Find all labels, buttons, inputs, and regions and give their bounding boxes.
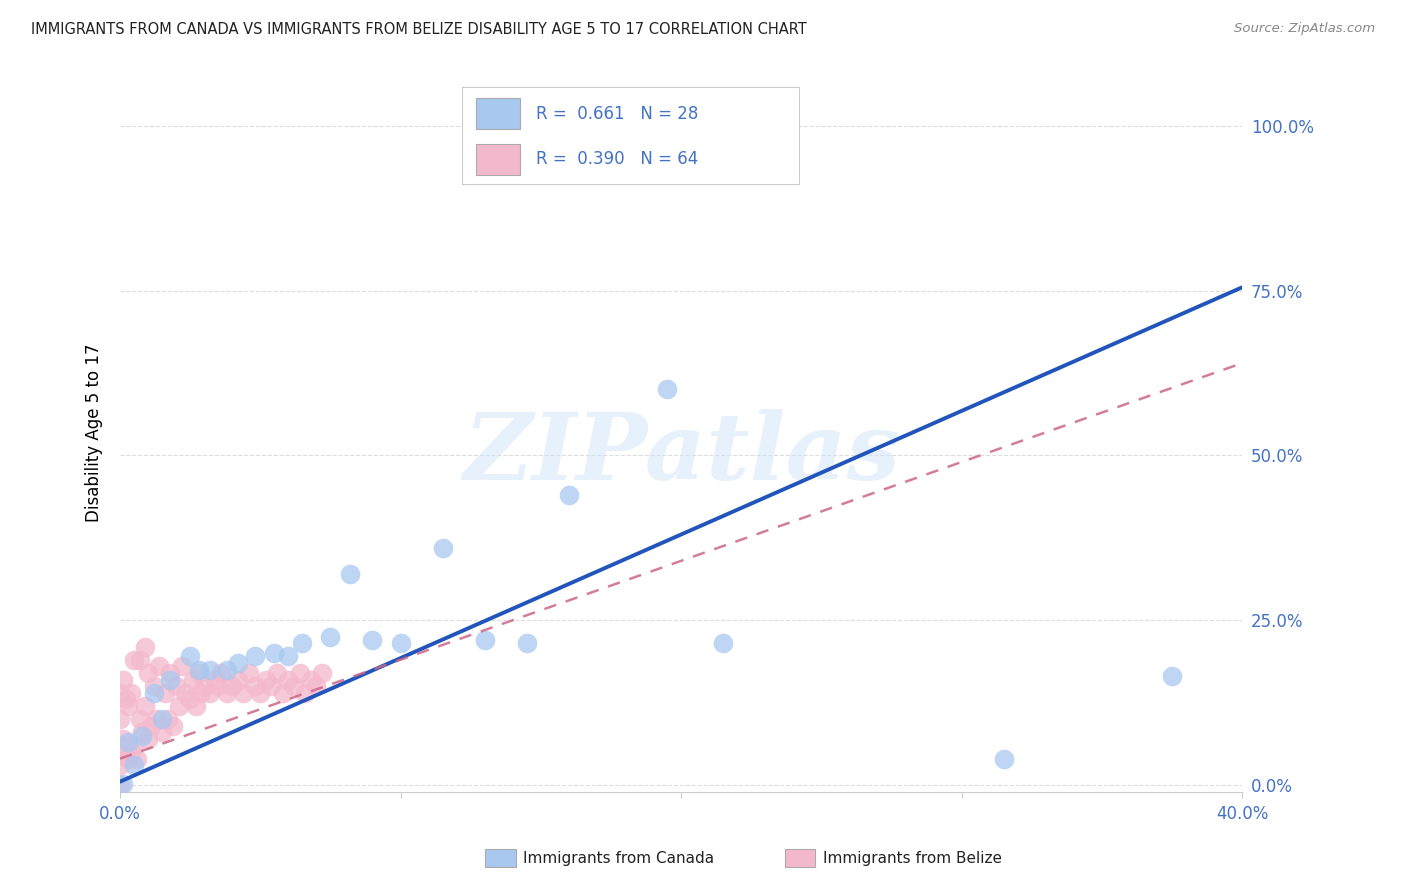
Point bbox=[277, 649, 299, 664]
Point bbox=[1161, 669, 1184, 683]
Point bbox=[207, 679, 229, 693]
Point bbox=[260, 679, 283, 693]
Point bbox=[139, 719, 162, 733]
Point bbox=[305, 679, 328, 693]
Point bbox=[117, 735, 139, 749]
Point bbox=[339, 567, 361, 582]
Point bbox=[187, 663, 209, 677]
Point bbox=[711, 636, 734, 650]
Point bbox=[263, 646, 285, 660]
Point bbox=[361, 632, 384, 647]
Point bbox=[215, 686, 238, 700]
Point bbox=[184, 698, 207, 713]
Point bbox=[125, 751, 148, 765]
Point bbox=[108, 712, 131, 726]
Point bbox=[277, 673, 299, 687]
Point bbox=[271, 686, 294, 700]
Point bbox=[249, 686, 271, 700]
Point bbox=[156, 712, 179, 726]
Point bbox=[136, 731, 159, 746]
Point bbox=[266, 665, 288, 680]
Point bbox=[134, 698, 156, 713]
Point bbox=[181, 673, 204, 687]
Point bbox=[167, 698, 190, 713]
Point bbox=[136, 665, 159, 680]
Point bbox=[122, 739, 145, 753]
Point bbox=[215, 663, 238, 677]
Point bbox=[148, 659, 170, 673]
Point bbox=[187, 665, 209, 680]
Point bbox=[474, 632, 496, 647]
Point bbox=[150, 725, 173, 739]
Point bbox=[558, 488, 581, 502]
Point bbox=[190, 686, 212, 700]
Point bbox=[319, 630, 342, 644]
Point bbox=[111, 731, 134, 746]
Point bbox=[179, 649, 201, 664]
Point bbox=[294, 686, 316, 700]
Text: IMMIGRANTS FROM CANADA VS IMMIGRANTS FROM BELIZE DISABILITY AGE 5 TO 17 CORRELAT: IMMIGRANTS FROM CANADA VS IMMIGRANTS FRO… bbox=[31, 22, 807, 37]
Point bbox=[238, 665, 260, 680]
Point bbox=[114, 745, 136, 759]
Point bbox=[198, 663, 221, 677]
Point bbox=[114, 692, 136, 706]
Point bbox=[108, 758, 131, 772]
Point bbox=[389, 636, 412, 650]
Point bbox=[159, 673, 181, 687]
Point bbox=[111, 777, 134, 791]
Text: Immigrants from Canada: Immigrants from Canada bbox=[523, 851, 714, 865]
Point bbox=[165, 679, 187, 693]
Point bbox=[655, 383, 678, 397]
Point bbox=[221, 679, 243, 693]
Point bbox=[128, 653, 150, 667]
Point bbox=[173, 686, 195, 700]
Point bbox=[134, 640, 156, 654]
Point bbox=[288, 665, 311, 680]
Text: ZIPatlas: ZIPatlas bbox=[463, 409, 900, 499]
Point bbox=[204, 673, 226, 687]
Point bbox=[131, 725, 153, 739]
Point bbox=[232, 686, 254, 700]
Point bbox=[291, 636, 314, 650]
Point bbox=[120, 745, 142, 759]
Point bbox=[117, 751, 139, 765]
Point bbox=[120, 686, 142, 700]
Point bbox=[162, 719, 184, 733]
Point bbox=[243, 649, 266, 664]
Text: Immigrants from Belize: Immigrants from Belize bbox=[823, 851, 1001, 865]
Y-axis label: Disability Age 5 to 17: Disability Age 5 to 17 bbox=[86, 343, 103, 522]
Point bbox=[159, 665, 181, 680]
Point bbox=[117, 698, 139, 713]
Point bbox=[516, 636, 538, 650]
Point bbox=[145, 712, 167, 726]
Point bbox=[299, 673, 322, 687]
Point bbox=[198, 686, 221, 700]
Point bbox=[209, 665, 232, 680]
Point bbox=[142, 679, 165, 693]
Point bbox=[226, 656, 249, 670]
Point bbox=[108, 778, 131, 792]
Point bbox=[254, 673, 277, 687]
Point bbox=[179, 692, 201, 706]
Point bbox=[993, 751, 1015, 765]
Point bbox=[283, 679, 305, 693]
Point bbox=[432, 541, 454, 555]
Point bbox=[122, 758, 145, 772]
Text: Source: ZipAtlas.com: Source: ZipAtlas.com bbox=[1234, 22, 1375, 36]
Point bbox=[122, 653, 145, 667]
Point bbox=[111, 673, 134, 687]
Point bbox=[142, 686, 165, 700]
Point bbox=[108, 686, 131, 700]
Point bbox=[153, 686, 176, 700]
Point bbox=[131, 729, 153, 743]
Point bbox=[226, 673, 249, 687]
Point bbox=[108, 739, 131, 753]
Point bbox=[193, 679, 215, 693]
Point bbox=[150, 712, 173, 726]
Point bbox=[311, 665, 333, 680]
Point bbox=[128, 712, 150, 726]
Point bbox=[170, 659, 193, 673]
Point bbox=[243, 679, 266, 693]
